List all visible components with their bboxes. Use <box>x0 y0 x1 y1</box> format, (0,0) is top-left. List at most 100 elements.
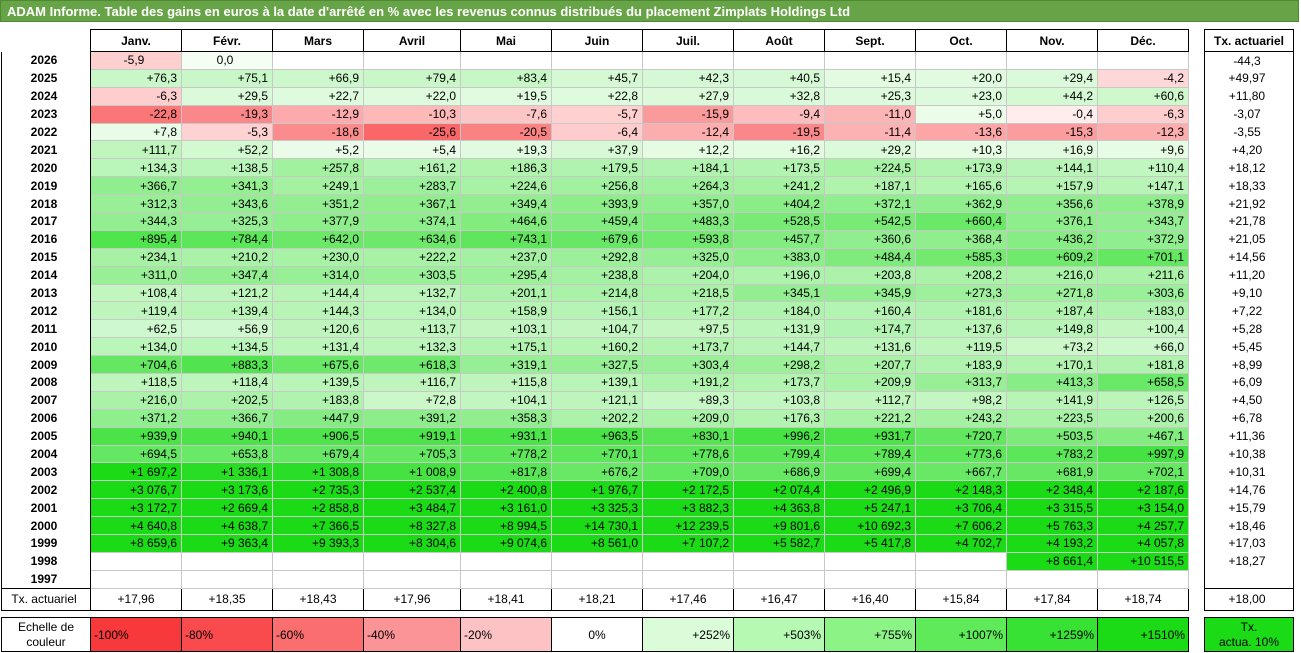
footer-rate-cell: +16,40 <box>824 587 916 611</box>
value-cell: +230,0 <box>272 247 364 267</box>
value-cell: +144,7 <box>733 337 825 357</box>
value-cell: -11,0 <box>824 104 916 124</box>
year-cell: 2016 <box>1 230 91 249</box>
value-cell: +83,4 <box>460 68 552 88</box>
value-cell: +484,4 <box>824 247 916 267</box>
value-cell: +149,8 <box>1006 319 1098 339</box>
value-cell: -6,3 <box>90 86 182 106</box>
month-header: Mai <box>460 29 552 52</box>
scale-swatch: 0% <box>551 617 643 652</box>
table-row: 2006 +371,2 +366,7 +447,9 +391,2 +358,3 +202,2… <box>1 408 1294 428</box>
rate-cell <box>1204 570 1294 589</box>
value-cell: +357,0 <box>642 194 734 214</box>
value-cell: +12 239,5 <box>642 516 734 536</box>
value-cell: +176,3 <box>733 408 825 428</box>
value-cell: +121,1 <box>551 390 643 410</box>
value-cell <box>90 569 182 589</box>
value-cell: +52,2 <box>181 140 273 160</box>
value-cell: +358,3 <box>460 408 552 428</box>
year-cell: 2014 <box>1 266 91 285</box>
table-row: 2008 +118,5 +118,4 +139,5 +116,7 +115,8 +139,1… <box>1 373 1294 392</box>
value-cell <box>460 551 552 571</box>
year-cell: 1999 <box>1 534 91 553</box>
value-cell: +376,1 <box>1006 212 1098 231</box>
value-cell: +110,4 <box>1097 158 1189 178</box>
value-cell: +996,2 <box>733 426 825 446</box>
value-cell: +56,9 <box>181 319 273 339</box>
gains-table: Janv. Févr. Mars Avril Mai Juin Juil. Août Sept.… <box>1 29 1294 611</box>
year-cell: 2010 <box>1 337 91 356</box>
value-cell: +19,5 <box>460 86 552 106</box>
value-cell: +131,6 <box>824 337 916 357</box>
value-cell: +144,1 <box>1006 158 1098 178</box>
value-cell: +2 187,6 <box>1097 480 1189 500</box>
scale-rate-swatch: Tx. actua. 10% <box>1204 617 1294 652</box>
value-cell: -22,8 <box>90 104 182 124</box>
value-cell: +675,6 <box>272 355 364 375</box>
footer-rate-cell: +16,47 <box>733 587 825 611</box>
value-cell: +181,8 <box>1097 355 1189 375</box>
value-cell: +103,1 <box>460 319 552 339</box>
value-cell: +783,2 <box>1006 444 1098 464</box>
value-cell: +1 308,8 <box>272 462 364 482</box>
value-cell: +271,8 <box>1006 283 1098 303</box>
value-cell: +773,6 <box>915 444 1007 464</box>
value-cell: +22,7 <box>272 86 364 106</box>
value-cell: +218,5 <box>642 283 734 303</box>
rate-cell: +5,45 <box>1204 337 1294 356</box>
value-cell: +377,9 <box>272 212 364 231</box>
table-row: 2023 -22,8 -19,3 -12,9 -10,3 -7,6 -5,7 -15,9 -9,… <box>1 104 1294 124</box>
year-cell: 2018 <box>1 194 91 213</box>
value-cell: +667,7 <box>915 462 1007 482</box>
year-cell: 2006 <box>1 409 91 428</box>
value-cell: +4 057,8 <box>1097 534 1189 553</box>
value-cell: +29,5 <box>181 86 273 106</box>
table-row: 2001 +3 172,7 +2 669,4 +2 858,8 +3 484,7 +3 1… <box>1 498 1294 518</box>
year-cell: 2022 <box>1 123 91 141</box>
table-row: 2026 -5,9 0,0 -44,3 <box>1 51 1294 70</box>
footer-rate-cell: +18,35 <box>181 587 273 611</box>
table-row: 2021 +111,7 +52,2 +5,2 +5,4 +19,3 +37,9 +12,2 +1… <box>1 140 1294 160</box>
year-cell: 2007 <box>1 391 91 410</box>
value-cell: +186,3 <box>460 158 552 178</box>
value-cell: +939,9 <box>90 426 182 446</box>
rate-cell: +21,05 <box>1204 230 1294 249</box>
table-row: 2004 +694,5 +653,8 +679,4 +705,3 +778,2 +770,1… <box>1 444 1294 464</box>
value-cell: +45,7 <box>551 68 643 88</box>
value-cell: +1 008,9 <box>363 462 461 482</box>
value-cell: +325,3 <box>181 212 273 231</box>
scale-swatch: +252% <box>642 617 734 652</box>
value-cell: +371,2 <box>90 408 182 428</box>
value-cell: +799,4 <box>733 444 825 464</box>
value-cell: +60,6 <box>1097 86 1189 106</box>
value-cell: -15,9 <box>642 104 734 124</box>
value-cell: +303,6 <box>1097 283 1189 303</box>
table-row: 2022 +7,8 -5,3 -18,6 -25,6 -20,5 -6,4 -12,4 -19,… <box>1 122 1294 142</box>
value-cell: -7,6 <box>460 104 552 124</box>
value-cell: +349,4 <box>460 194 552 214</box>
value-cell: +16,2 <box>733 140 825 160</box>
value-cell: +7,8 <box>90 122 182 142</box>
value-cell: +9 074,6 <box>460 534 552 553</box>
spacer <box>1189 535 1205 553</box>
value-cell: +119,5 <box>915 337 1007 357</box>
month-header: Sept. <box>824 29 916 52</box>
year-cell: 2002 <box>1 480 91 499</box>
rate-cell: -3,55 <box>1204 123 1294 141</box>
value-cell: +7 606,2 <box>915 516 1007 536</box>
value-cell: +1 697,2 <box>90 462 182 482</box>
table-row: 2012 +119,4 +139,4 +144,3 +134,0 +158,9 +156,1… <box>1 301 1294 321</box>
value-cell: +2 172,5 <box>642 480 734 500</box>
spacer <box>1189 52 1205 70</box>
year-cell: 1997 <box>1 570 91 589</box>
value-cell: +8 994,5 <box>460 516 552 536</box>
value-cell: +298,2 <box>733 355 825 375</box>
value-cell: +919,1 <box>363 426 461 446</box>
value-cell: +196,0 <box>733 265 825 285</box>
value-cell: +29,2 <box>824 140 916 160</box>
value-cell <box>90 551 182 571</box>
value-cell: -19,3 <box>181 104 273 124</box>
value-cell: +113,7 <box>363 319 461 339</box>
rate-cell: +21,78 <box>1204 212 1294 231</box>
value-cell: +10,3 <box>915 140 1007 160</box>
